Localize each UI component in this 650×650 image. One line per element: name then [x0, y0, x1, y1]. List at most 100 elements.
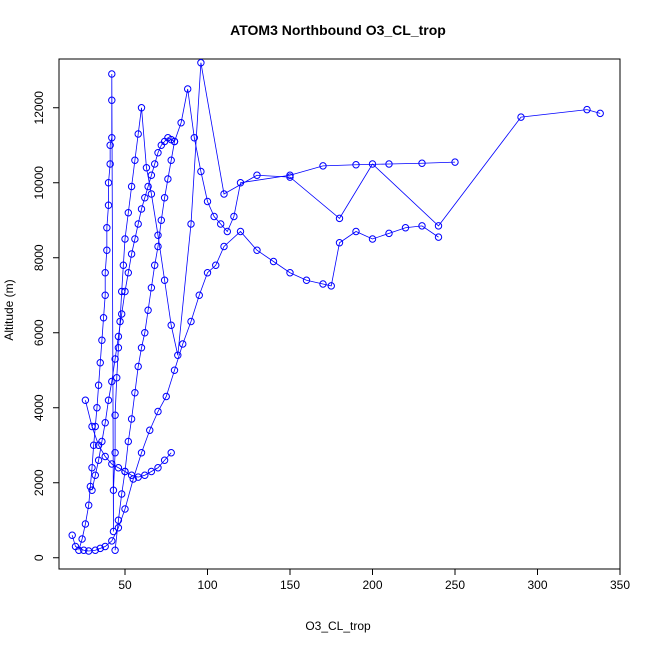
data-point: [96, 359, 104, 367]
data-point: [119, 261, 128, 269]
data-point: [352, 161, 360, 169]
data-point: [583, 105, 591, 114]
data-point: [142, 164, 151, 172]
data-point: [434, 222, 443, 230]
chart-title: ATOM3 Northbound O3_CL_trop: [230, 22, 446, 38]
data-point: [109, 486, 118, 494]
data-point: [286, 171, 294, 179]
data-point: [335, 239, 344, 247]
data-point: [335, 214, 344, 223]
data-point: [157, 216, 166, 224]
data-point: [124, 437, 133, 446]
data-point: [147, 284, 156, 292]
data-point: [134, 220, 142, 228]
series-1: [68, 222, 443, 555]
data-point: [162, 392, 170, 401]
y-tick-label: 12000: [32, 91, 46, 125]
data-point: [137, 205, 146, 213]
data-point: [368, 235, 377, 243]
data-point: [80, 546, 88, 554]
data-point: [352, 227, 360, 236]
data-point: [167, 321, 175, 329]
data-point: [134, 473, 142, 481]
data-point: [167, 156, 175, 164]
data-point: [154, 231, 162, 239]
data-point: [121, 505, 129, 513]
data-point: [91, 471, 100, 479]
data-point: [286, 173, 294, 181]
data-point: [85, 501, 93, 509]
data-point: [160, 276, 169, 284]
series-line: [85, 400, 172, 478]
data-point: [134, 130, 142, 138]
data-point: [253, 246, 261, 254]
data-point: [111, 546, 119, 554]
data-point: [147, 171, 156, 179]
data-point: [101, 269, 109, 277]
data-point: [160, 456, 169, 464]
data-point: [236, 179, 245, 187]
data-point: [170, 137, 179, 146]
data-point: [401, 224, 410, 232]
series-line: [71, 225, 439, 552]
x-tick-label: 350: [610, 578, 630, 592]
data-point: [302, 276, 311, 284]
y-tick-label: 8000: [32, 244, 46, 271]
data-point: [127, 415, 136, 423]
data-point: [327, 282, 335, 290]
data-point: [151, 160, 159, 168]
data-point: [93, 404, 101, 412]
data-point: [127, 250, 136, 258]
data-point: [223, 227, 232, 236]
data-point: [88, 464, 96, 472]
data-point: [230, 212, 238, 221]
data-point: [104, 396, 113, 404]
data-point: [118, 310, 126, 318]
series-line: [91, 137, 175, 491]
data-point: [101, 452, 109, 461]
series-line: [114, 88, 456, 551]
data-point: [121, 235, 129, 243]
data-point: [103, 224, 111, 232]
data-point: [179, 340, 187, 348]
y-tick-label: 4000: [32, 394, 46, 421]
data-point: [124, 269, 133, 277]
data-point: [286, 269, 294, 277]
data-point: [154, 242, 162, 251]
data-point: [108, 96, 116, 104]
x-tick-label: 150: [280, 578, 300, 592]
data-point: [127, 182, 136, 191]
data-point: [104, 179, 113, 187]
data-point: [137, 344, 146, 352]
data-point: [101, 542, 109, 551]
data-point: [121, 287, 129, 296]
data-point: [111, 449, 119, 457]
data-point: [131, 389, 139, 397]
data-point: [195, 291, 203, 299]
data-point: [137, 104, 146, 112]
data-point: [187, 220, 195, 228]
data-point: [170, 366, 179, 374]
data-point: [131, 156, 139, 164]
data-point: [147, 467, 156, 476]
data-point: [114, 464, 123, 472]
data-point: [108, 460, 116, 468]
y-tick-label: 6000: [32, 319, 46, 346]
data-point: [236, 227, 245, 236]
data-point: [127, 471, 136, 479]
data-point: [103, 246, 111, 254]
data-point: [108, 537, 116, 545]
series-0: [75, 59, 604, 554]
data-point: [111, 355, 119, 363]
data-point: [101, 291, 109, 299]
data-point: [197, 59, 205, 67]
data-point: [106, 141, 114, 149]
data-point: [81, 520, 90, 528]
data-point: [144, 182, 152, 191]
series-layer: [68, 59, 604, 555]
data-point: [164, 175, 172, 183]
data-point: [134, 362, 142, 371]
data-point: [81, 396, 90, 404]
